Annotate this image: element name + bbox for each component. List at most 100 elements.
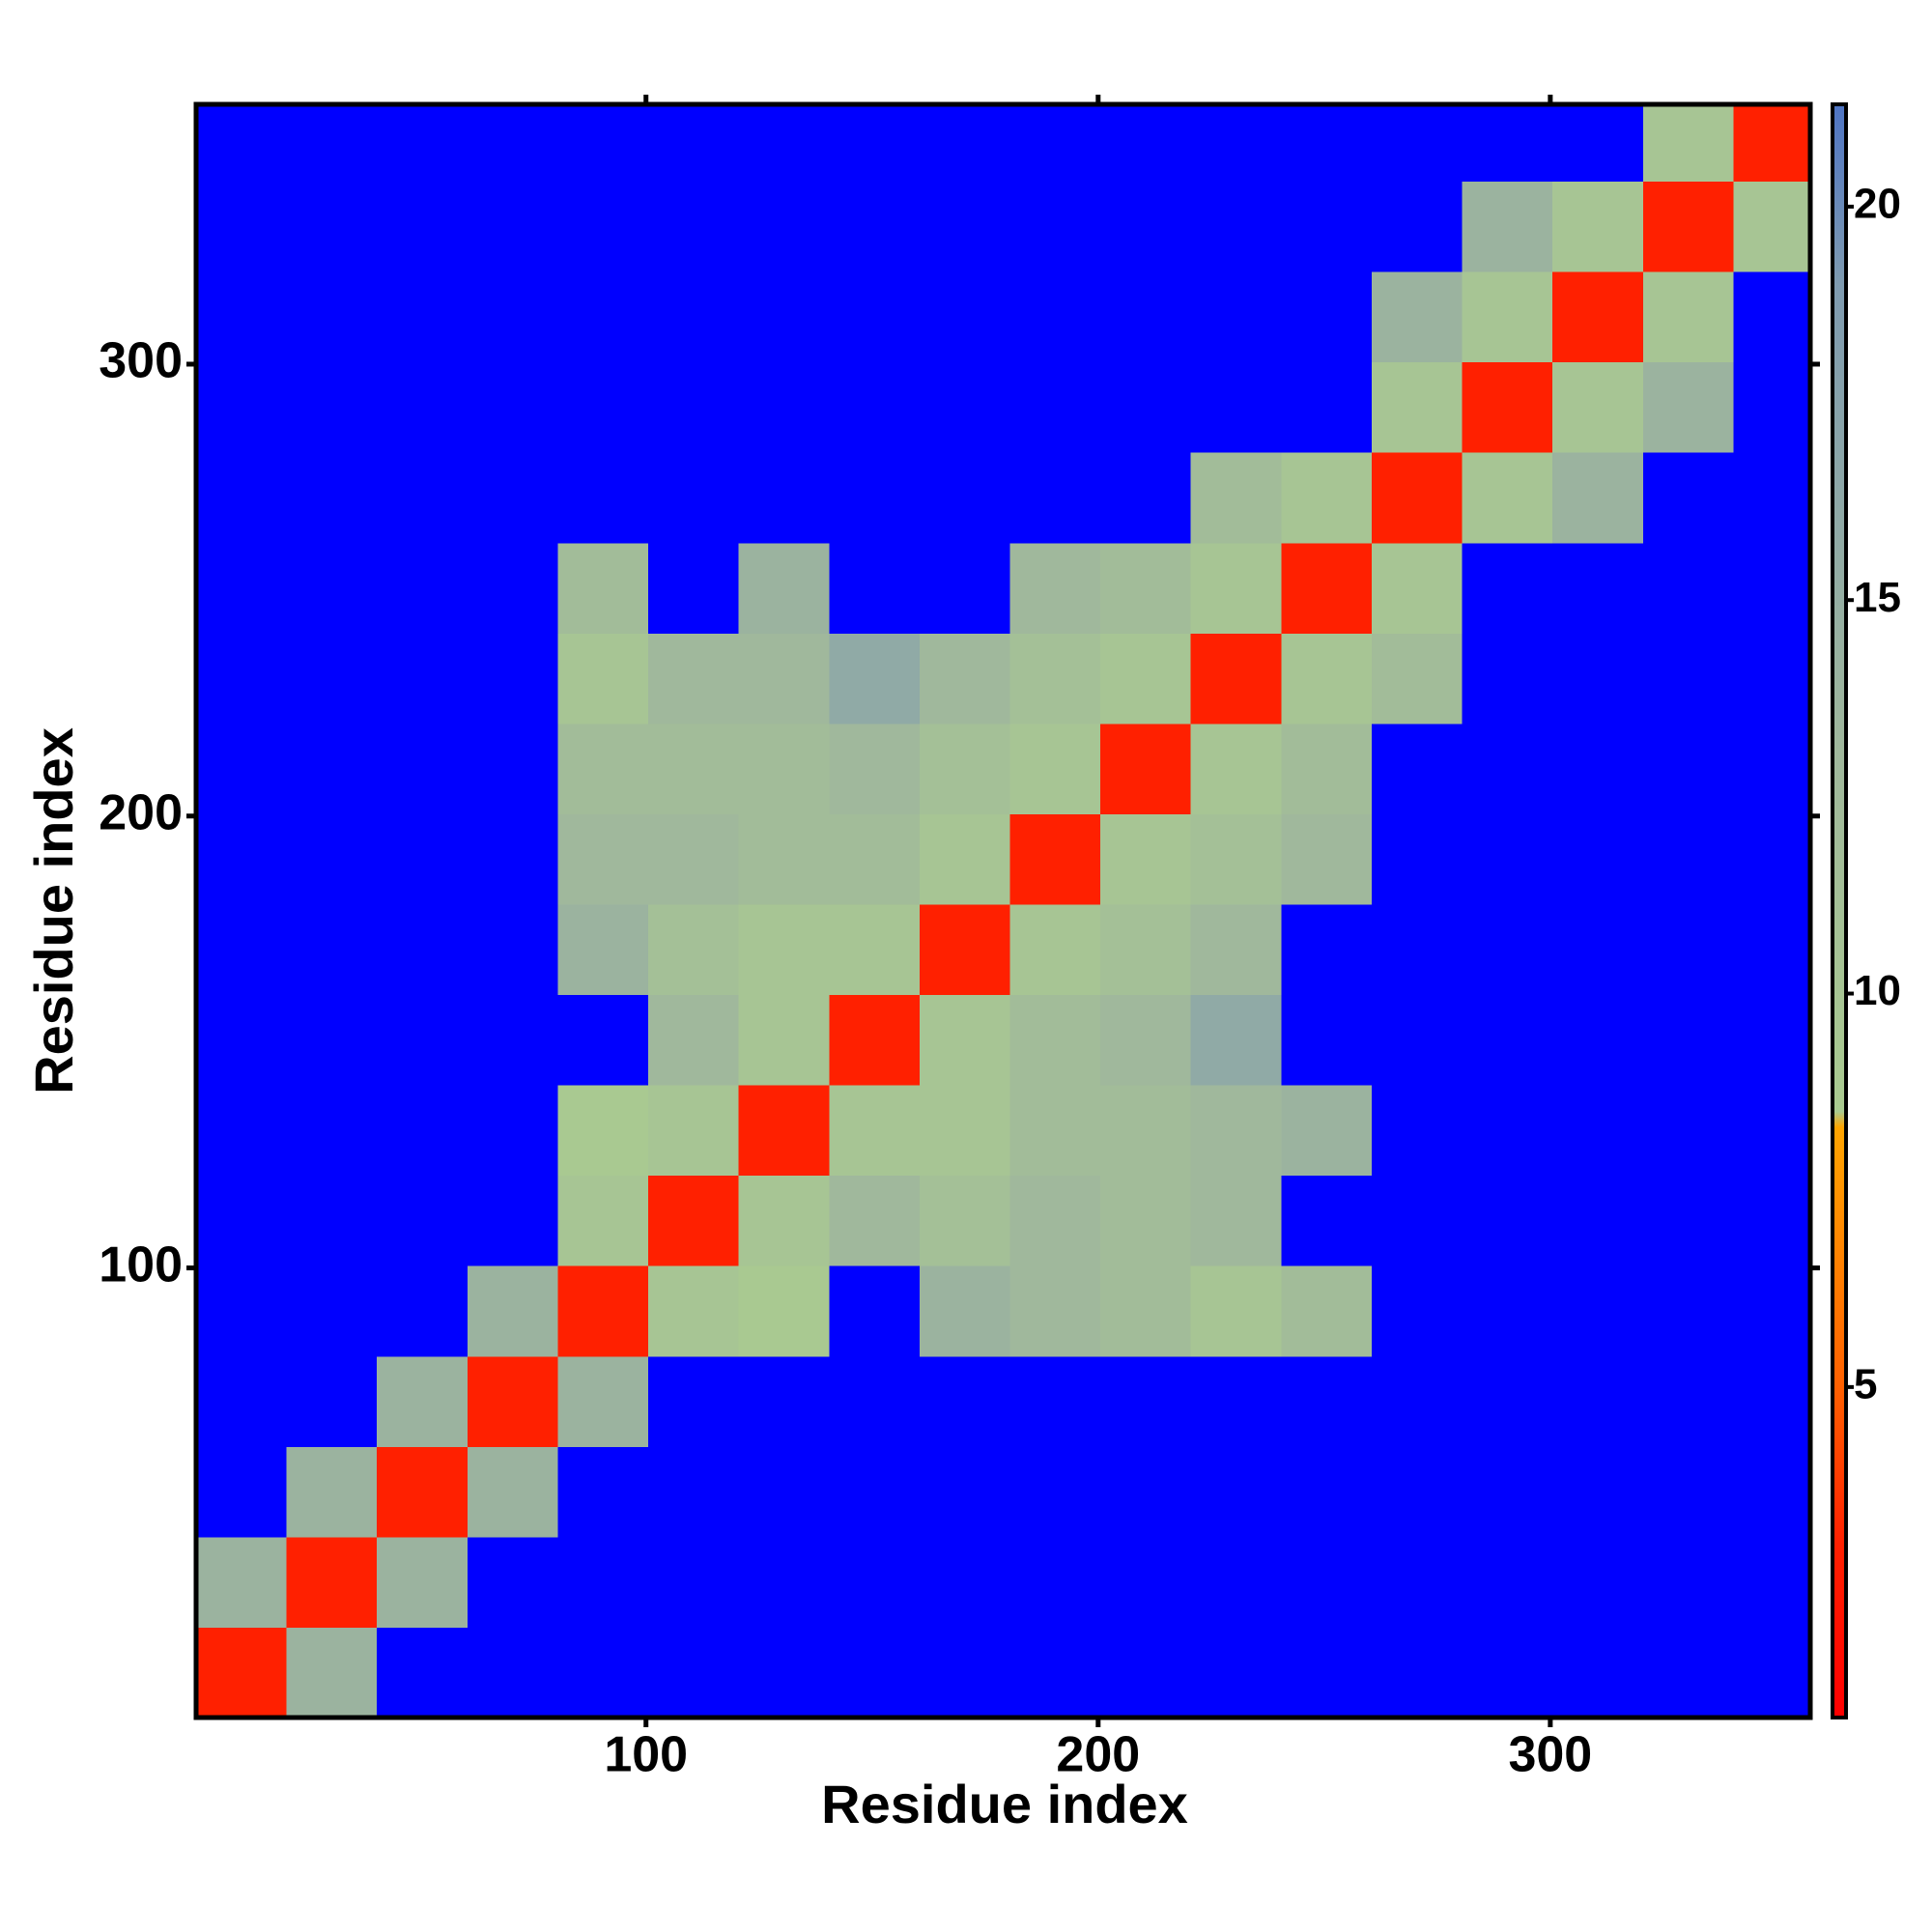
heatmap-cell xyxy=(377,633,469,724)
heatmap-cell xyxy=(467,903,558,996)
heatmap-cell xyxy=(1009,994,1101,1086)
heatmap-cell xyxy=(377,181,469,272)
heatmap-cell xyxy=(829,1085,921,1177)
heatmap-cell xyxy=(1009,1446,1101,1538)
heatmap-cell xyxy=(1100,1265,1192,1357)
heatmap-cell xyxy=(1552,361,1644,453)
heatmap-cell xyxy=(377,104,469,183)
heatmap-cell xyxy=(467,452,558,544)
heatmap-cell xyxy=(1733,1446,1811,1538)
heatmap-cell xyxy=(196,723,288,814)
heatmap-cell xyxy=(557,813,649,905)
heatmap-cell xyxy=(919,903,1011,996)
colorbar-tick-label: 5 xyxy=(1854,1360,1877,1407)
heatmap-cell xyxy=(196,1265,288,1357)
heatmap-cell xyxy=(557,104,649,183)
heatmap-cell xyxy=(1281,361,1373,453)
heatmap-cell xyxy=(648,1627,740,1719)
heatmap-cell xyxy=(1009,903,1101,996)
heatmap-cell xyxy=(1281,723,1373,814)
heatmap-cell xyxy=(919,1265,1011,1357)
heatmap-cell xyxy=(919,1355,1011,1447)
heatmap-cell xyxy=(1371,1175,1463,1266)
heatmap-cell xyxy=(1009,542,1101,634)
heatmap-cell xyxy=(1642,1536,1734,1628)
heatmap-cell xyxy=(1642,1175,1734,1266)
heatmap-cell xyxy=(1733,542,1811,634)
heatmap-cell xyxy=(1733,104,1811,183)
heatmap-cell xyxy=(467,1627,558,1719)
heatmap-cell xyxy=(377,1446,469,1538)
heatmap-cell xyxy=(1281,181,1373,272)
heatmap-cell xyxy=(1733,1265,1811,1357)
heatmap-cell xyxy=(1462,452,1553,544)
heatmap-cell xyxy=(829,542,921,634)
heatmap-cell xyxy=(557,903,649,996)
heatmap-cell xyxy=(1552,1536,1644,1628)
heatmap-cell xyxy=(467,1446,558,1538)
heatmap-cell xyxy=(1009,1355,1101,1447)
heatmap-cell xyxy=(286,1446,378,1538)
heatmap-cell xyxy=(648,633,740,724)
heatmap-cell xyxy=(1733,1536,1811,1628)
heatmap-cell xyxy=(1642,104,1734,183)
heatmap-cell xyxy=(1552,1627,1644,1719)
heatmap-cell xyxy=(1371,542,1463,634)
heatmap-cell xyxy=(1100,813,1192,905)
heatmap-cell xyxy=(648,1446,740,1538)
heatmap-cell xyxy=(919,452,1011,544)
heatmap-cell xyxy=(557,1175,649,1266)
heatmap-cell xyxy=(1642,1265,1734,1357)
heatmap-cell xyxy=(1733,181,1811,272)
heatmap-cell xyxy=(286,903,378,996)
heatmap-cell xyxy=(648,452,740,544)
heatmap-cell xyxy=(1642,361,1734,453)
heatmap-cell xyxy=(738,723,830,814)
heatmap-cell xyxy=(738,452,830,544)
heatmap-cell xyxy=(1100,1446,1192,1538)
heatmap-cell xyxy=(1281,1175,1373,1266)
heatmap-cell xyxy=(1552,813,1644,905)
heatmap-cell xyxy=(1642,1446,1734,1538)
heatmap-cell xyxy=(377,1175,469,1266)
heatmap-cell xyxy=(919,1446,1011,1538)
heatmap-cell xyxy=(1371,361,1463,453)
heatmap-cell xyxy=(1281,104,1373,183)
heatmap-cell xyxy=(286,181,378,272)
heatmap-cell xyxy=(1642,542,1734,634)
heatmap-cell xyxy=(286,813,378,905)
heatmap-cell xyxy=(1100,723,1192,814)
heatmap-cell xyxy=(1281,1355,1373,1447)
heatmap-cell xyxy=(377,271,469,363)
heatmap-cell xyxy=(1733,1355,1811,1447)
heatmap-cell xyxy=(286,1085,378,1177)
heatmap-cell xyxy=(1642,1085,1734,1177)
heatmap-cell xyxy=(1733,1085,1811,1177)
heatmap-cell xyxy=(1190,361,1282,453)
heatmap-cell xyxy=(1462,633,1553,724)
heatmap-cell xyxy=(1190,181,1282,272)
heatmap-cell xyxy=(467,723,558,814)
heatmap-cell xyxy=(467,1536,558,1628)
heatmap-cell xyxy=(1100,181,1192,272)
heatmap-cell xyxy=(648,1355,740,1447)
heatmap-cell xyxy=(738,104,830,183)
heatmap-cell xyxy=(919,723,1011,814)
heatmap-cell xyxy=(1281,633,1373,724)
heatmap-cell xyxy=(196,104,288,183)
heatmap-cell xyxy=(1281,1627,1373,1719)
heatmap-cell xyxy=(1100,1536,1192,1628)
heatmap-cell xyxy=(1100,994,1192,1086)
heatmap-cell xyxy=(1462,903,1553,996)
heatmap-cell xyxy=(286,1536,378,1628)
heatmap-cell xyxy=(829,1627,921,1719)
heatmap-cell xyxy=(919,994,1011,1086)
heatmap-cell xyxy=(738,813,830,905)
heatmap-cell xyxy=(1642,1627,1734,1719)
heatmap-cell xyxy=(738,542,830,634)
heatmap-cell xyxy=(467,1085,558,1177)
heatmap-cell xyxy=(919,1085,1011,1177)
heatmap-cell xyxy=(829,361,921,453)
heatmap-cell xyxy=(1642,181,1734,272)
colorbar-tick-label: 10 xyxy=(1854,967,1901,1014)
